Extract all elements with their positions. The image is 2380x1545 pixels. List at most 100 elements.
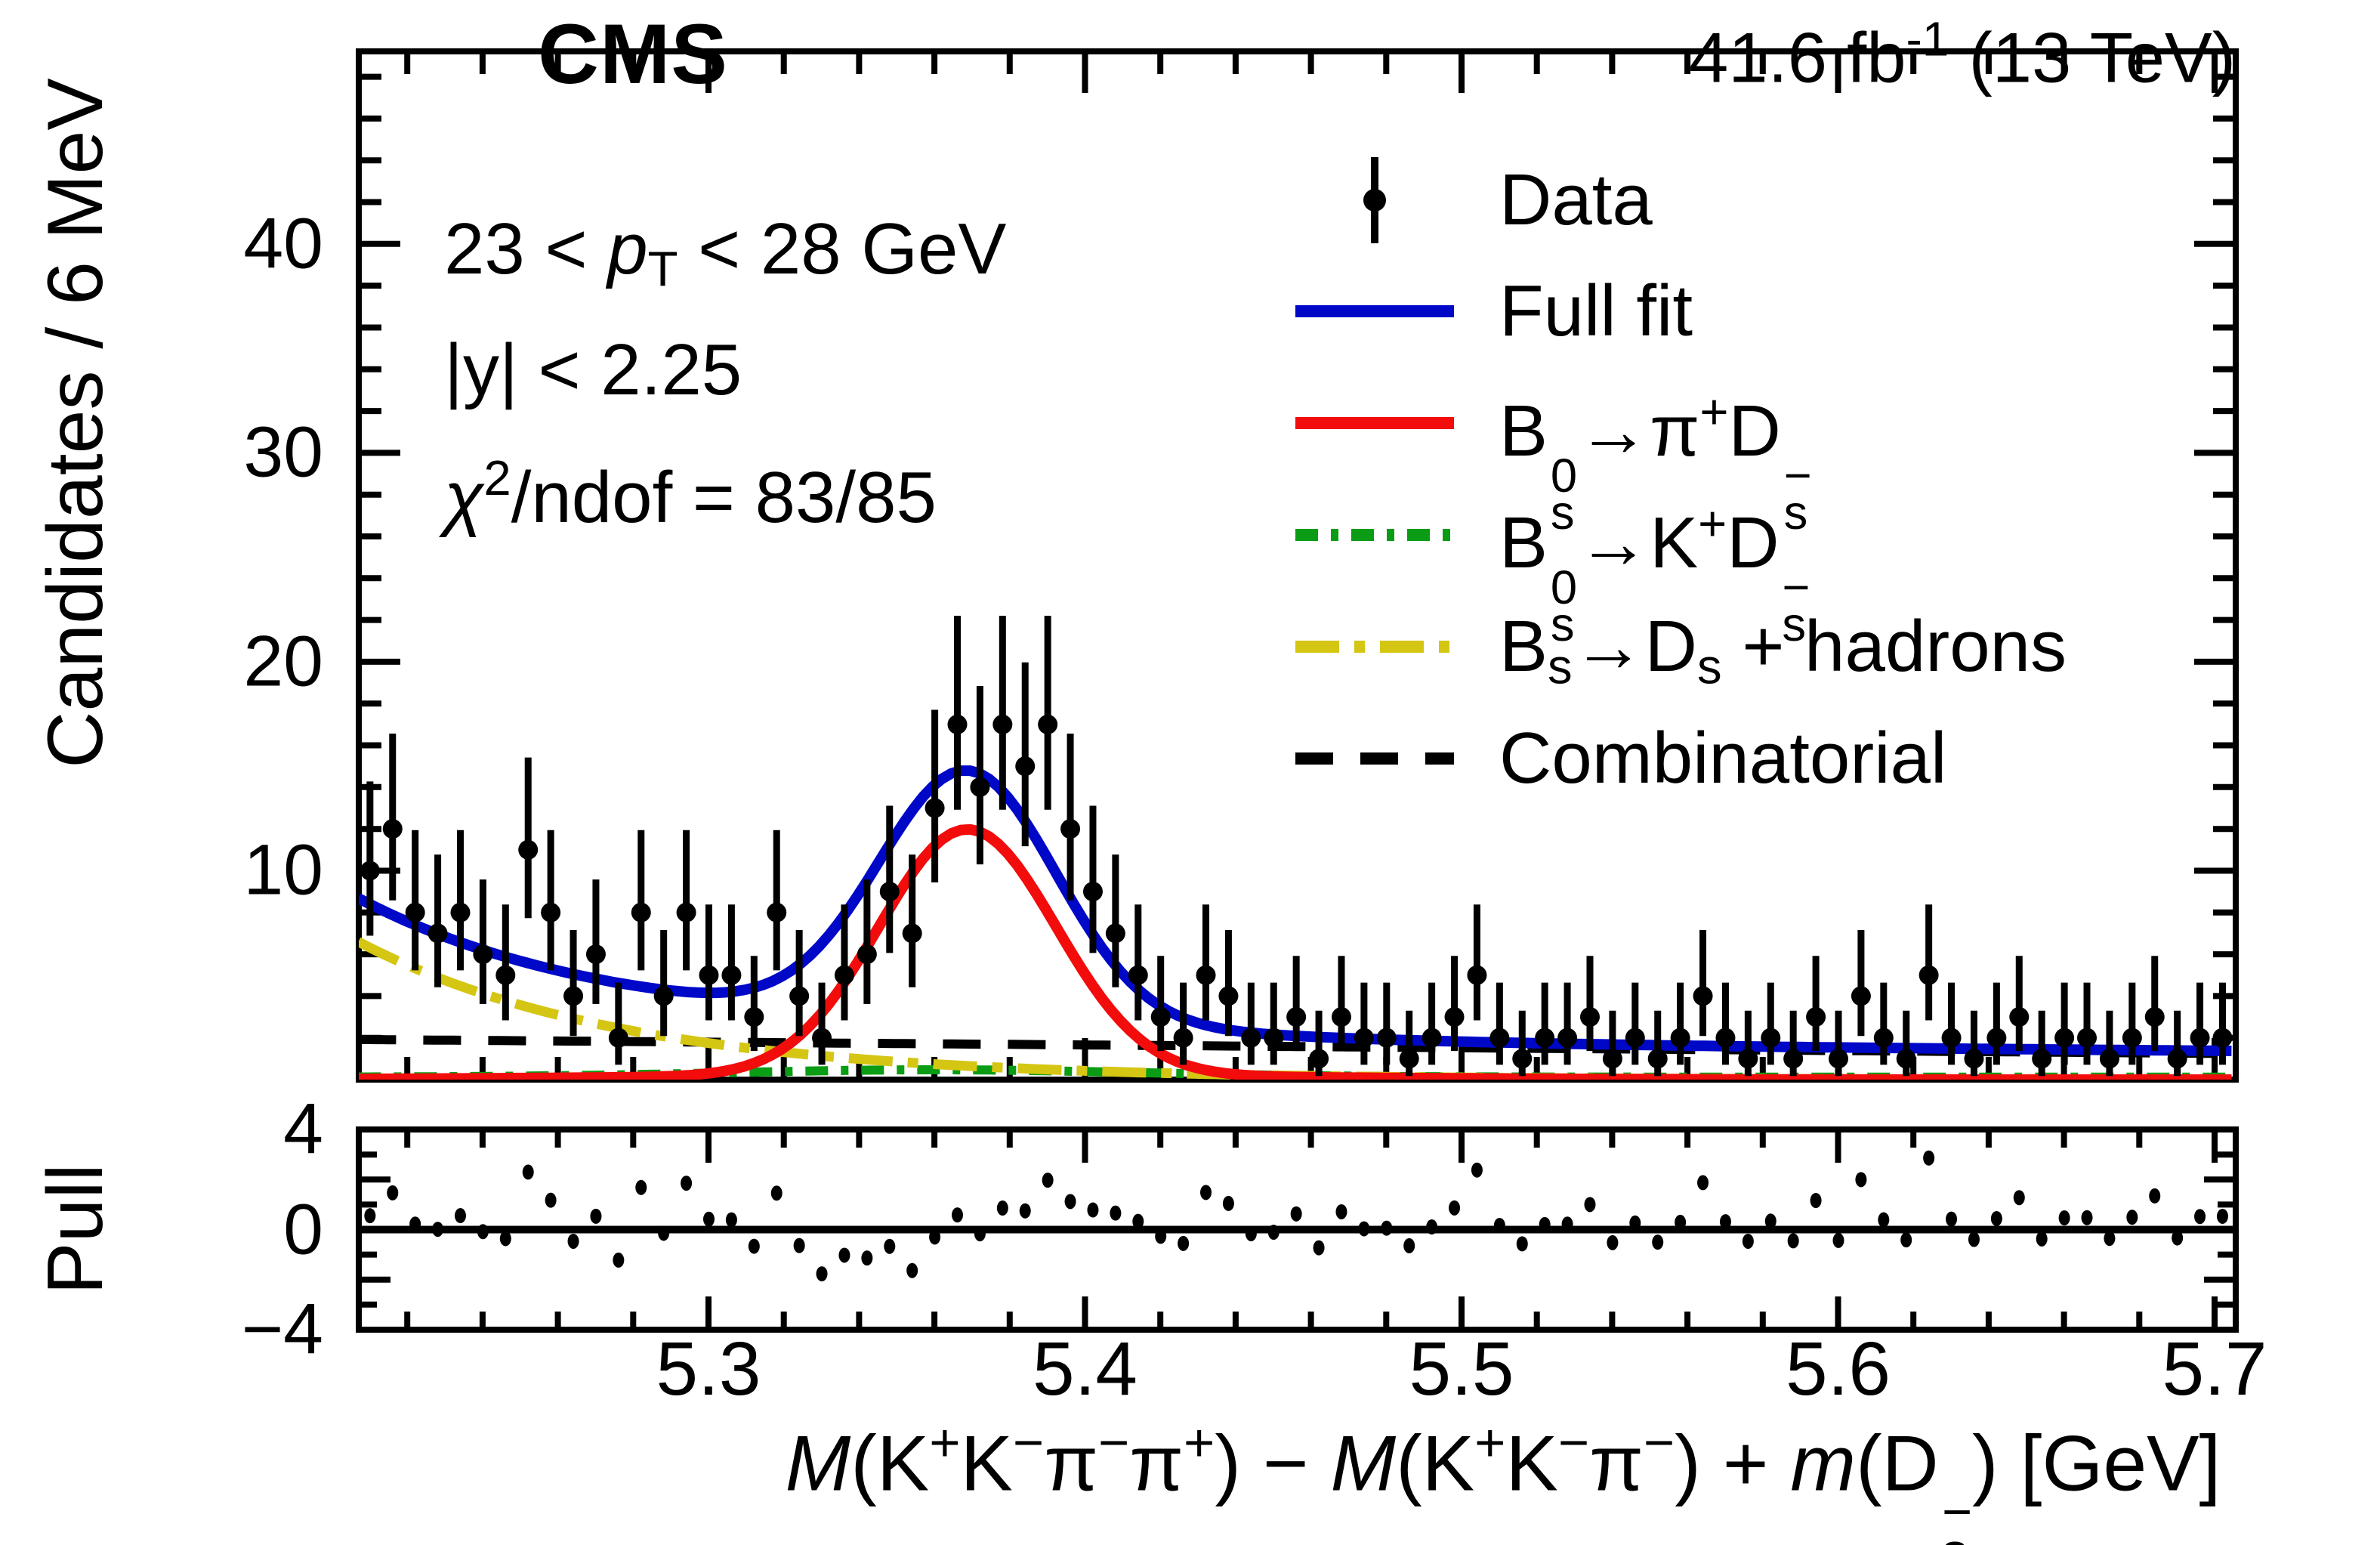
data-point: [608, 1027, 628, 1048]
pull-point: [1584, 1197, 1596, 1213]
data-marker-icon: [1363, 157, 1386, 243]
legend-line-icon-ds-hadrons: [1295, 641, 1454, 653]
data-point: [1873, 1027, 1894, 1048]
data-point: [2212, 1027, 2233, 1048]
pull-point: [793, 1238, 805, 1253]
pull-point: [702, 1211, 715, 1227]
data-point: [812, 1027, 832, 1048]
pull-point: [567, 1233, 579, 1249]
pull-points: [364, 1150, 2228, 1282]
data-point: [1489, 1027, 1510, 1048]
y-axis-title-main: Candidates / 6 MeV: [32, 78, 119, 768]
pull-point: [2194, 1209, 2206, 1225]
data-point: [1941, 1027, 1962, 1048]
pull-point: [1764, 1213, 1777, 1229]
data-point: [1422, 1027, 1442, 1048]
y-tick-label-main-20: 20: [243, 621, 323, 702]
pull-point: [1990, 1210, 2002, 1226]
data-point: [2190, 1027, 2210, 1048]
legend-line-icon-k-ds: [1295, 529, 1454, 541]
data-point: [2077, 1027, 2098, 1048]
pull-point: [635, 1179, 647, 1195]
pull-point: [1923, 1150, 1935, 1166]
data-point: [1919, 965, 1939, 985]
data-point: [1286, 1007, 1307, 1027]
pull-point: [1042, 1173, 1054, 1188]
rapidity-annotation: |y| < 2.25: [444, 329, 742, 410]
data-point: [1625, 1027, 1645, 1048]
chi2-annotation: χ2/ndof = 83/85: [444, 450, 937, 538]
data-point: [1738, 1049, 1758, 1069]
y-tick-label-main-10: 10: [243, 830, 323, 910]
pull-point: [1946, 1211, 1958, 1227]
data-point: [541, 902, 561, 922]
signal-curve: [359, 823, 2232, 1080]
data-points: [360, 616, 2233, 1077]
data-point: [1715, 1027, 1736, 1048]
data-point: [1331, 1007, 1351, 1027]
pull-point: [1968, 1231, 1980, 1247]
pull-point: [1900, 1232, 1912, 1248]
data-point: [1444, 1007, 1465, 1027]
data-point: [1986, 1027, 2007, 1048]
pt-range-annotation: 23 < pT < 28 GeV: [444, 209, 1007, 297]
pull-point: [1652, 1234, 1664, 1250]
pull-point: [1200, 1185, 1212, 1200]
y-tick-label-main-40: 40: [243, 203, 323, 284]
x-tick-label-5.3: 5.3: [656, 1327, 761, 1411]
pull-point: [2149, 1188, 2161, 1204]
x-axis-title: M(K+K−π−π+) − M(K+K−π−) + m(D−s) [GeV]: [785, 1412, 2221, 1545]
pull-point: [1810, 1193, 1822, 1209]
data-point: [1761, 1027, 1781, 1048]
data-point: [1535, 1027, 1555, 1048]
data-point: [767, 902, 787, 922]
data-point: [1579, 1007, 1600, 1027]
pull-point: [1403, 1238, 1415, 1253]
pull-point: [1832, 1232, 1844, 1248]
pull-point: [2036, 1231, 2048, 1247]
data-point: [857, 944, 877, 965]
pull-point: [725, 1212, 737, 1228]
pull-point: [1290, 1206, 1302, 1222]
pull-point: [387, 1185, 399, 1200]
legend-label-full-fit: Full fit: [1499, 270, 1693, 351]
legend-line-icon-pi-ds: [1295, 417, 1454, 429]
pull-point: [1787, 1233, 1799, 1249]
pull-point: [522, 1164, 534, 1180]
data-point: [1602, 1049, 1622, 1069]
pull-point: [2081, 1210, 2093, 1225]
legend-label-k-ds: B 0 s →K+D − s: [1499, 496, 1810, 652]
y-axis-title-pull: Pull: [32, 1163, 119, 1295]
data-point: [1693, 986, 1713, 1006]
data-point: [1783, 1049, 1804, 1069]
y-tick-label-main-30: 30: [243, 412, 323, 493]
data-point: [2099, 1049, 2119, 1069]
data-point: [1128, 965, 1148, 985]
pull-point: [1607, 1234, 1619, 1250]
data-point: [1964, 1049, 1984, 1069]
data-point: [653, 986, 674, 1006]
pull-point: [364, 1208, 376, 1224]
lumi-label: 41.6 fb-1 (13 TeV): [1689, 11, 2236, 97]
pull-point: [2172, 1230, 2184, 1246]
data-point: [360, 861, 380, 881]
pull-point: [545, 1192, 557, 1208]
data-point: [789, 986, 810, 1006]
data-point: [563, 986, 584, 1006]
pull-point: [2104, 1231, 2116, 1247]
data-point: [1806, 1007, 1826, 1027]
data-point: [2009, 1007, 2030, 1027]
data-point: [970, 777, 990, 797]
data-point: [902, 923, 922, 944]
legend-line-icon-combinatorial: [1295, 752, 1454, 765]
data-point: [1015, 756, 1036, 777]
y-tick-label-pull-4: 4: [283, 1089, 323, 1170]
data-point: [992, 714, 1013, 734]
data-point: [428, 923, 448, 944]
data-point: [1105, 923, 1125, 944]
pull-point: [454, 1208, 466, 1224]
pull-point: [816, 1266, 828, 1282]
pull-point: [1222, 1195, 1234, 1211]
data-point: [1082, 882, 1103, 902]
